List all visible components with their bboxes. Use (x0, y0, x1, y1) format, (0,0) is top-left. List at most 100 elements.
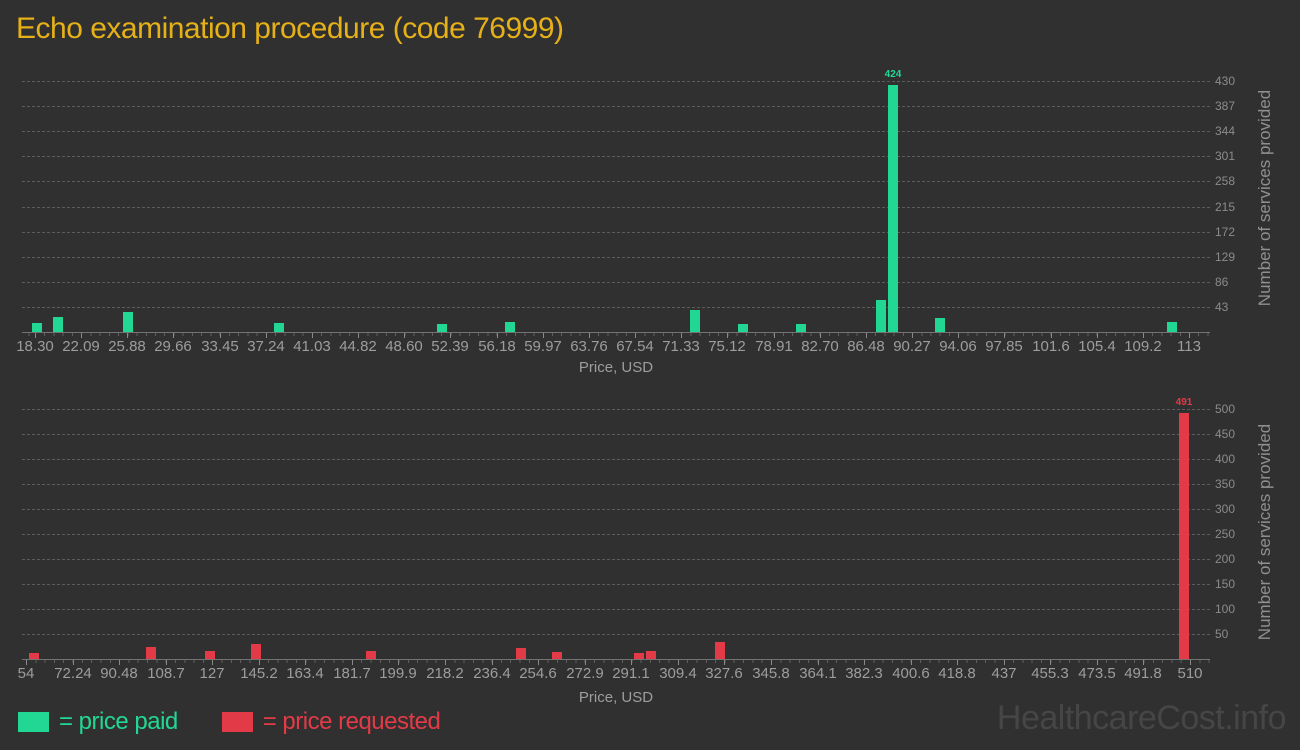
x-tick-label: 199.9 (379, 665, 417, 682)
y-tick-label: 300 (1215, 502, 1236, 516)
x-tick-label: 33.45 (201, 338, 239, 355)
x-tick-label: 309.4 (659, 665, 697, 682)
x-tick-label: 473.5 (1078, 665, 1116, 682)
x-tick-label: 291.1 (612, 665, 650, 682)
x-tick-label: 364.1 (799, 665, 837, 682)
x-axis-major-tick (119, 660, 120, 665)
y-tick-label: 350 (1215, 477, 1236, 491)
paid-color-swatch (18, 712, 49, 732)
x-tick-label: 254.6 (519, 665, 557, 682)
y-tick-label: 50 (1215, 627, 1229, 641)
x-axis-major-tick (212, 660, 213, 665)
x-tick-label: 82.70 (801, 338, 839, 355)
x-tick-label: 18.30 (16, 338, 54, 355)
x-tick-label: 163.4 (286, 665, 324, 682)
x-tick-label: 63.76 (570, 338, 608, 355)
x-tick-label: 78.91 (755, 338, 793, 355)
price-requested-histogram-bar (366, 651, 376, 659)
price-paid-histogram-bar (690, 310, 700, 332)
x-axis-major-tick (35, 333, 36, 338)
gridline (22, 609, 1210, 610)
x-axis-major-tick (1097, 660, 1098, 665)
y-tick-label: 100 (1215, 602, 1236, 616)
y-tick-label: 400 (1215, 452, 1236, 466)
x-axis-major-tick (26, 660, 27, 665)
x-tick-label: 90.27 (893, 338, 931, 355)
x-tick-label: 345.8 (752, 665, 790, 682)
gridline (22, 584, 1210, 585)
x-axis-line (22, 332, 1210, 333)
gridline (22, 131, 1210, 132)
x-tick-label: 56.18 (478, 338, 516, 355)
x-tick-label: 48.60 (385, 338, 423, 355)
paid-legend-label: = price paid (59, 708, 178, 735)
price-paid-histogram-bar (274, 323, 284, 332)
x-axis-major-tick (538, 660, 539, 665)
price-requested-histogram-bar (205, 651, 215, 659)
price-requested-histogram-bar (715, 642, 725, 659)
x-axis-major-tick (911, 660, 912, 665)
page-title: Echo examination procedure (code 76999) (16, 12, 564, 45)
x-tick-label: 59.97 (524, 338, 562, 355)
x-axis-major-tick (866, 333, 867, 338)
gridline (22, 181, 1210, 182)
price-paid-histogram-bar (123, 312, 133, 332)
y-axis-title: Number of services provided (1255, 89, 1274, 307)
x-axis-major-tick (1051, 333, 1052, 338)
x-axis-major-tick (1143, 333, 1144, 338)
x-axis-major-tick (81, 333, 82, 338)
x-axis-major-tick (73, 660, 74, 665)
gridline (22, 484, 1210, 485)
x-tick-label: 29.66 (154, 338, 192, 355)
x-tick-label: 510 (1177, 665, 1203, 682)
x-tick-label: 90.48 (100, 665, 138, 682)
requested-color-swatch (221, 712, 253, 732)
x-axis-major-tick (127, 333, 128, 338)
x-tick-label: 272.9 (566, 665, 604, 682)
gridline (22, 434, 1210, 435)
x-axis-major-tick (1143, 660, 1144, 665)
price-paid-histogram-bar (53, 317, 63, 332)
gridline (22, 156, 1210, 157)
x-axis-major-tick (724, 660, 725, 665)
x-axis-major-tick (352, 660, 353, 665)
x-axis-major-tick (543, 333, 544, 338)
x-tick-label: 52.39 (431, 338, 469, 355)
gridline (22, 634, 1210, 635)
y-tick-label: 301 (1215, 149, 1236, 163)
gridline (22, 409, 1210, 410)
x-tick-label: 181.7 (333, 665, 371, 682)
x-tick-label: 236.4 (473, 665, 511, 682)
gridline (22, 282, 1210, 283)
watermark: HealthcareCost.info (996, 699, 1287, 737)
x-axis-title: Price, USD (578, 359, 654, 376)
x-tick-label: 127 (199, 665, 225, 682)
y-tick-label: 450 (1215, 427, 1236, 441)
y-tick-label: 86 (1215, 275, 1229, 289)
bar-value-annotation: 491 (1175, 397, 1193, 408)
bar-value-annotation: 424 (884, 69, 902, 80)
gridline (22, 307, 1210, 308)
price-paid-histogram-bar (935, 318, 945, 332)
y-tick-label: 172 (1215, 225, 1236, 239)
x-tick-label: 418.8 (938, 665, 976, 682)
x-tick-label: 109.2 (1124, 338, 1162, 355)
x-axis-line (22, 659, 1210, 660)
gridline (22, 207, 1210, 208)
x-tick-label: 382.3 (845, 665, 883, 682)
price-requested-histogram-bar (634, 653, 644, 659)
legend: = price paid = price requested (18, 708, 441, 736)
price-paid-histogram-bar (437, 324, 447, 332)
x-axis-major-tick (864, 660, 865, 665)
price-paid-histogram-bar (1167, 322, 1177, 332)
x-tick-label: 218.2 (426, 665, 464, 682)
legend-item-requested: = price requested (221, 708, 441, 736)
x-tick-label: 105.4 (1078, 338, 1116, 355)
gridline (22, 257, 1210, 258)
x-axis-major-tick (820, 333, 821, 338)
x-axis-minor-ticks (22, 660, 1210, 663)
x-tick-label: 72.24 (54, 665, 92, 682)
x-axis-major-tick (497, 333, 498, 338)
y-tick-label: 150 (1215, 577, 1236, 591)
